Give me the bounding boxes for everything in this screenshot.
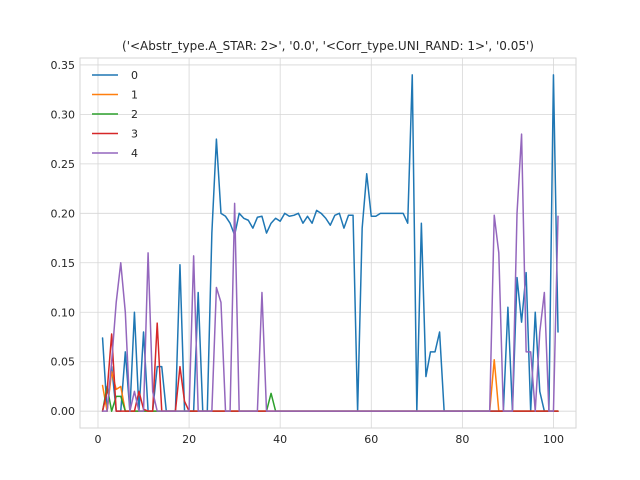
legend-label-3: 3	[131, 128, 138, 141]
legend: 0 1 2 3 4	[92, 69, 138, 160]
x-tick-label: 40	[273, 433, 287, 446]
chart-title: ('<Abstr_type.A_STAR: 2>', '0.0', '<Corr…	[122, 39, 534, 53]
series-layer	[101, 74, 559, 412]
series-line-4	[101, 133, 559, 412]
axes-border	[79, 57, 577, 429]
legend-label-1: 1	[131, 89, 138, 102]
x-tick-label: 100	[543, 433, 564, 446]
y-tick-label: 0.15	[51, 257, 76, 270]
x-tick-label: 80	[455, 433, 469, 446]
x-axis-ticks: 0 20 40 60 80 100	[94, 433, 563, 446]
legend-label-4: 4	[131, 147, 138, 160]
y-tick-label: 0.00	[51, 405, 76, 418]
axes-frame	[79, 57, 577, 429]
y-tick-label: 0.20	[51, 207, 76, 220]
y-tick-label: 0.25	[51, 158, 76, 171]
x-tick-label: 20	[182, 433, 196, 446]
y-tick-label: 0.35	[51, 59, 76, 72]
x-tick-label: 0	[94, 433, 101, 446]
y-tick-label: 0.10	[51, 306, 76, 319]
legend-label-0: 0	[131, 69, 138, 82]
legend-label-2: 2	[131, 108, 138, 121]
x-tick-label: 60	[364, 433, 378, 446]
y-tick-label: 0.05	[51, 356, 76, 369]
y-axis-ticks: 0.00 0.05 0.10 0.15 0.20 0.25 0.30 0.35	[51, 59, 76, 418]
y-tick-label: 0.30	[51, 108, 76, 121]
